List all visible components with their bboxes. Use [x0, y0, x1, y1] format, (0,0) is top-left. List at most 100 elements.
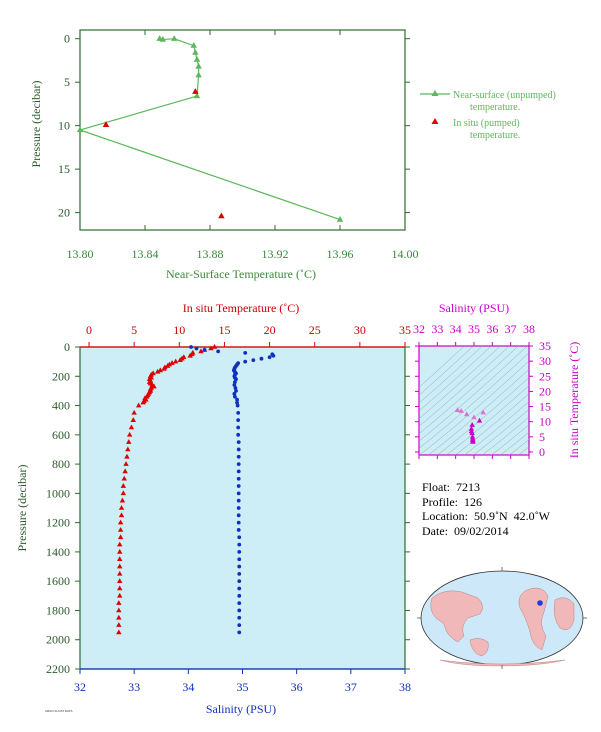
temperature-point	[130, 417, 136, 422]
temperature-point	[124, 453, 130, 459]
pressure-tick-label: 1000	[46, 486, 70, 500]
temperature-point	[154, 368, 161, 374]
salinity-point	[237, 615, 242, 620]
unpumped-point	[192, 49, 199, 55]
ts-sal-tick-label: 32	[413, 322, 425, 336]
ts-point	[469, 422, 475, 427]
ts-point	[458, 408, 464, 413]
temperature-point	[208, 345, 214, 351]
float-location: Location: 50.9˚N 42.0˚W	[422, 509, 550, 523]
density-contour	[419, 346, 474, 396]
temperature-point	[117, 563, 123, 569]
salinity-axis-label: Salinity (PSU)	[206, 702, 276, 716]
y-tick-label: 15	[58, 162, 70, 176]
density-contour	[490, 424, 529, 455]
density-contour	[419, 346, 483, 404]
ts-sal-tick-label: 33	[431, 322, 443, 336]
ts-point	[476, 417, 483, 423]
salinity-point	[236, 462, 241, 466]
density-contour	[454, 393, 529, 455]
salinity-point	[236, 484, 241, 488]
temperature-point	[125, 446, 131, 452]
profile-y-label: Pressure (decibar)	[15, 465, 29, 552]
density-contour	[419, 346, 501, 420]
temperature-point	[120, 490, 127, 496]
ts-temp-tick-label: 15	[539, 400, 551, 414]
ts-temp-tick-label: 10	[539, 415, 551, 429]
temperature-point	[117, 556, 123, 562]
ts-point	[480, 409, 486, 415]
salinity-point	[237, 571, 242, 576]
temperature-point	[117, 592, 123, 598]
legend-unpumped-marker	[431, 90, 439, 96]
salinity-point	[236, 410, 241, 415]
ts-temp-tick-label: 20	[539, 384, 551, 398]
temp-tick-label: 10	[173, 323, 185, 337]
density-contour	[419, 346, 519, 435]
ts-salinity-label: Salinity (PSU)	[439, 301, 509, 315]
ts-point	[470, 438, 476, 444]
salinity-point	[236, 506, 241, 510]
legend-pumped-label-1: In situ (pumped)	[453, 118, 520, 129]
y-tick-label: 10	[58, 119, 70, 133]
unpumped-point	[190, 42, 197, 48]
density-contour	[463, 401, 529, 455]
profile-marks	[116, 344, 276, 635]
temperature-point	[122, 468, 128, 474]
unpumped-point	[171, 35, 178, 41]
salinity-point	[259, 356, 264, 361]
unpumped-point	[76, 126, 84, 133]
ts-sal-tick-label: 35	[468, 322, 480, 336]
temperature-point	[169, 360, 175, 365]
float-id: Float: 7213	[422, 480, 481, 494]
salinity-point	[237, 630, 242, 635]
density-contour	[419, 346, 492, 412]
temperature-point	[117, 526, 124, 532]
salinity-point	[237, 579, 242, 584]
ts-temp-tick-label: 0	[539, 445, 545, 459]
pressure-tick-label: 600	[52, 428, 70, 442]
ts-point	[468, 425, 475, 431]
salinity-point	[194, 346, 199, 351]
sal-tick-label: 35	[237, 680, 249, 694]
salinity-point	[234, 377, 238, 382]
salinity-point	[251, 358, 256, 363]
temperature-point	[117, 541, 123, 547]
ts-temp-tick-label: 30	[539, 354, 551, 368]
density-contour	[508, 439, 529, 455]
salinity-point	[236, 498, 241, 503]
legend-pumped-label-2: temperature.	[470, 130, 520, 141]
ts-sal-tick-label: 34	[450, 322, 462, 336]
salinity-point	[236, 432, 241, 437]
x-tick-label: 13.96	[327, 247, 354, 261]
y-tick-label: 5	[64, 75, 70, 89]
temperature-point	[140, 399, 146, 405]
legend-unpumped-label-2: temperature.	[470, 102, 520, 113]
salinity-point	[271, 353, 276, 358]
temperature-point	[119, 497, 126, 503]
temperature-point	[117, 519, 124, 525]
density-contour	[481, 416, 529, 455]
temperature-point	[126, 439, 132, 444]
temperature-point	[116, 600, 122, 605]
unpumped-point	[193, 55, 201, 62]
unpumped-point	[195, 62, 202, 69]
density-contour	[419, 346, 510, 427]
credit-text: ARGO FLOAT DATA	[45, 709, 73, 713]
ts-sal-tick-label: 38	[523, 322, 535, 336]
density-contour	[427, 368, 529, 455]
pressure-tick-label: 1600	[46, 574, 70, 588]
salinity-point	[236, 469, 241, 474]
sal-tick-label: 36	[291, 680, 303, 694]
sal-tick-label: 33	[128, 680, 140, 694]
temperature-point	[117, 548, 123, 554]
salinity-point	[236, 513, 241, 518]
unpumped-point	[159, 35, 167, 42]
ts-temp-tick-label: 5	[539, 430, 545, 444]
temperature-point	[177, 357, 183, 362]
salinity-point	[236, 447, 241, 452]
salinity-point	[236, 491, 241, 496]
y-tick-label: 20	[58, 206, 70, 220]
map-land	[430, 587, 575, 667]
